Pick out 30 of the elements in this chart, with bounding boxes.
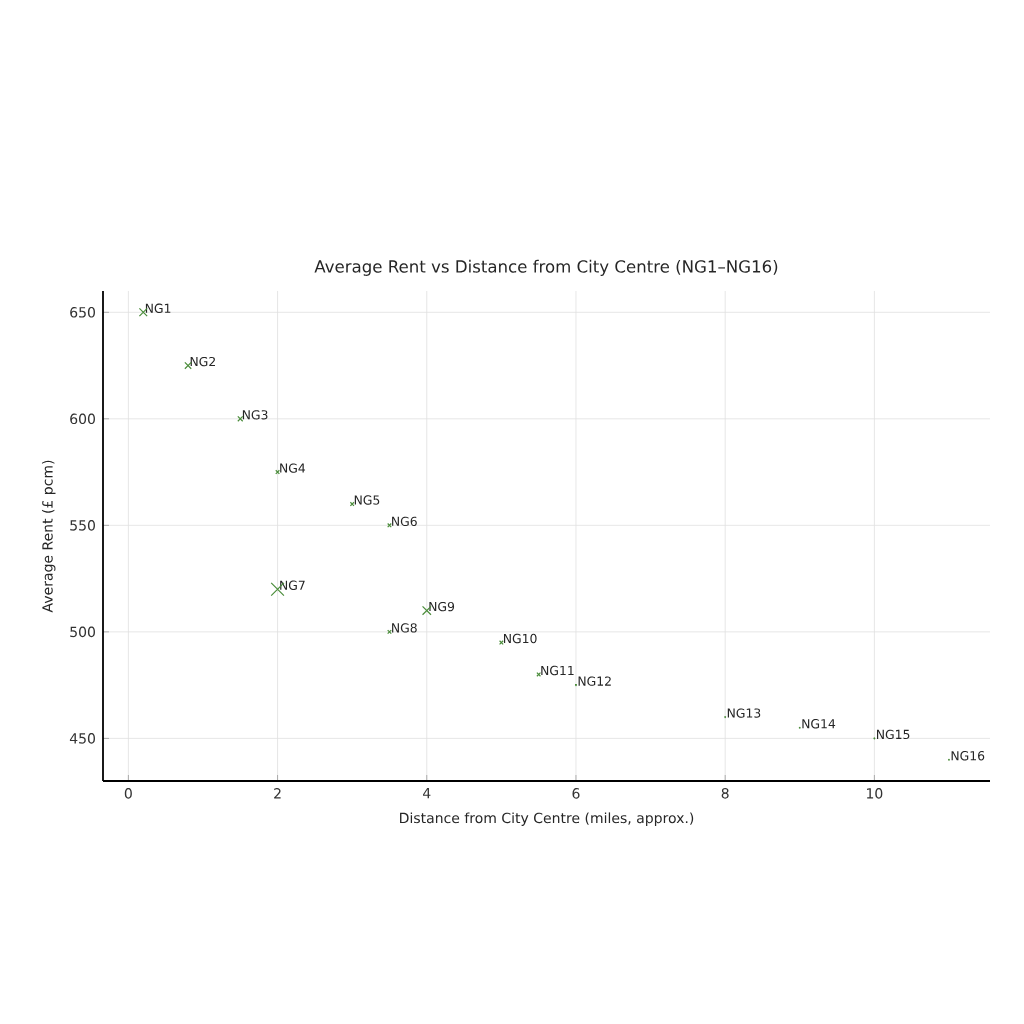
annotation: NG8 <box>392 623 417 633</box>
y-tick-label: 600 <box>70 413 95 425</box>
annotation: NG14 <box>802 719 836 729</box>
y-tick-label: 650 <box>70 307 95 318</box>
x-axis-title: Distance from City Centre (miles, approx.) <box>400 812 694 826</box>
annotation: NG11 <box>541 665 574 676</box>
y-axis-title: Average Rent (£ pcm) <box>41 460 56 613</box>
y-tick-label: 450 <box>69 733 95 744</box>
x-tick-label: 4 <box>423 788 431 799</box>
chart-title: Average Rent vs Distance from City Centre (NG1–NG16) <box>314 259 778 276</box>
x-tick-label: 6 <box>572 788 580 799</box>
x-tick-label: 2 <box>274 788 281 799</box>
annotation: NG13 <box>727 708 761 718</box>
annotation: NG7 <box>280 580 305 590</box>
annotation: NG2 <box>190 356 215 367</box>
annotation: NG5 <box>354 495 380 505</box>
annotation: NG4 <box>280 463 306 473</box>
annotation: NG9 <box>429 601 455 612</box>
annotation: NG10 <box>503 633 537 644</box>
annotation: NG16 <box>951 751 985 761</box>
x-tick-label: 10 <box>867 788 883 799</box>
x-tick-label: 0 <box>124 788 132 799</box>
annotation: NG12 <box>578 676 611 686</box>
annotation: NG3 <box>242 410 268 420</box>
annotation: NG6 <box>392 516 417 527</box>
x-tick-label: 8 <box>721 788 729 799</box>
y-tick-label: 500 <box>70 626 95 638</box>
annotation: NG15 <box>877 729 910 740</box>
y-tick-label: 550 <box>70 520 95 531</box>
annotation: NG1 <box>145 303 171 313</box>
